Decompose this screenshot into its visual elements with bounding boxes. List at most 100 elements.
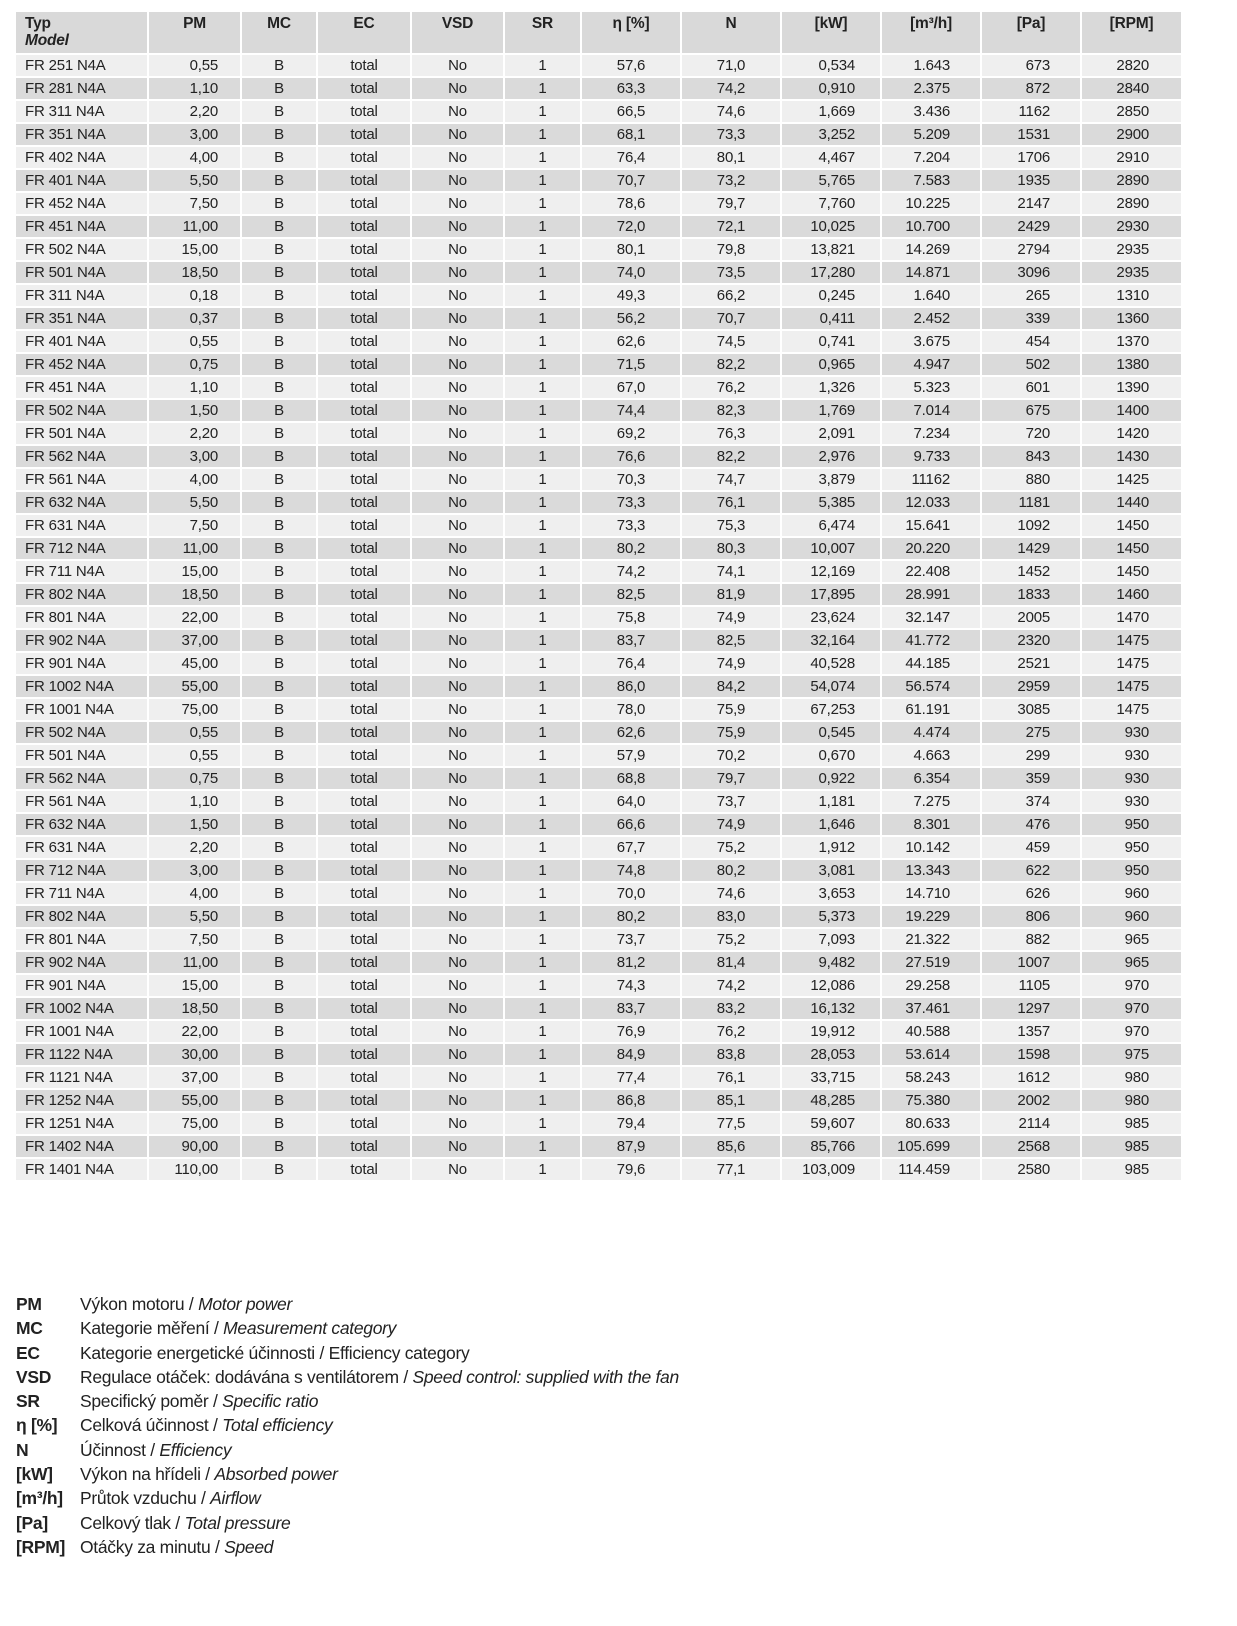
legend-item: [m³/h] Průtok vzduchu / Airflow — [16, 1486, 679, 1510]
table-cell: 1 — [505, 883, 580, 904]
table-cell: 930 — [1082, 745, 1181, 766]
table-cell: 48,285 — [782, 1090, 880, 1111]
table-cell: total — [318, 331, 410, 352]
table-cell: 6,474 — [782, 515, 880, 536]
table-cell: FR 801 N4A — [16, 607, 147, 628]
table-cell: 1357 — [982, 1021, 1080, 1042]
header-mc: MC — [242, 12, 316, 53]
table-cell: 339 — [982, 308, 1080, 329]
table-cell: 40,528 — [782, 653, 880, 674]
header-kw: [kW] — [782, 12, 880, 53]
table-cell: 73,7 — [682, 791, 780, 812]
table-cell: 10.700 — [882, 216, 980, 237]
table-cell: B — [242, 78, 316, 99]
table-cell: 18,50 — [149, 584, 240, 605]
table-cell: total — [318, 837, 410, 858]
table-cell: No — [412, 653, 503, 674]
table-cell: 76,9 — [582, 1021, 680, 1042]
table-cell: 32,164 — [782, 630, 880, 651]
table-cell: 70,7 — [682, 308, 780, 329]
table-cell: B — [242, 1159, 316, 1180]
table-cell: total — [318, 308, 410, 329]
table-cell: No — [412, 906, 503, 927]
table-cell: 14.871 — [882, 262, 980, 283]
table-cell: 3.436 — [882, 101, 980, 122]
table-cell: 74,5 — [682, 331, 780, 352]
table-cell: FR 1401 N4A — [16, 1159, 147, 1180]
table-cell: 2959 — [982, 676, 1080, 697]
table-cell: 1390 — [1082, 377, 1181, 398]
table-cell: 76,2 — [682, 1021, 780, 1042]
table-cell: 75,3 — [682, 515, 780, 536]
header-row: Typ Model PM MC EC VSD SR η [%] N [kW] [m… — [16, 12, 1181, 53]
table-cell: 1 — [505, 722, 580, 743]
table-cell: 10,025 — [782, 216, 880, 237]
table-cell: FR 1121 N4A — [16, 1067, 147, 1088]
table-cell: No — [412, 285, 503, 306]
table-cell: 80,3 — [682, 538, 780, 559]
table-cell: 45,00 — [149, 653, 240, 674]
table-cell: 76,3 — [682, 423, 780, 444]
table-cell: FR 401 N4A — [16, 331, 147, 352]
legend-key: η [%] — [16, 1415, 58, 1436]
table-cell: 1 — [505, 768, 580, 789]
legend-desc-cz: Kategorie energetické účinnosti / — [80, 1342, 329, 1363]
table-cell: 62,6 — [582, 331, 680, 352]
header-model-en: Model — [25, 32, 69, 49]
table-cell: 2,976 — [782, 446, 880, 467]
table-cell: FR 1002 N4A — [16, 998, 147, 1019]
table-cell: 2900 — [1082, 124, 1181, 145]
table-cell: 17,280 — [782, 262, 880, 283]
table-cell: 1 — [505, 791, 580, 812]
table-cell: total — [318, 906, 410, 927]
table-cell: 950 — [1082, 814, 1181, 835]
table-cell: 71,0 — [682, 55, 780, 76]
table-cell: 970 — [1082, 998, 1181, 1019]
table-cell: total — [318, 423, 410, 444]
table-cell: 78,0 — [582, 699, 680, 720]
table-cell: 1 — [505, 147, 580, 168]
table-cell: 75,9 — [682, 722, 780, 743]
table-cell: No — [412, 676, 503, 697]
table-cell: No — [412, 699, 503, 720]
table-cell: B — [242, 883, 316, 904]
table-cell: B — [242, 538, 316, 559]
table-cell: total — [318, 285, 410, 306]
table-cell: 15,00 — [149, 239, 240, 260]
table-cell: 1 — [505, 193, 580, 214]
table-cell: B — [242, 1113, 316, 1134]
table-cell: 2.452 — [882, 308, 980, 329]
table-cell: 74,8 — [582, 860, 680, 881]
table-cell: FR 281 N4A — [16, 78, 147, 99]
table-cell: 1105 — [982, 975, 1080, 996]
table-cell: FR 452 N4A — [16, 193, 147, 214]
legend-desc-en: Speed control: supplied with the fan — [412, 1366, 679, 1387]
table-cell: 2935 — [1082, 262, 1181, 283]
table-cell: No — [412, 1021, 503, 1042]
table-cell: 2521 — [982, 653, 1080, 674]
table-cell: 29.258 — [882, 975, 980, 996]
table-cell: 2005 — [982, 607, 1080, 628]
table-cell: 2320 — [982, 630, 1080, 651]
table-cell: 75,9 — [682, 699, 780, 720]
table-cell: 12,086 — [782, 975, 880, 996]
table-cell: 7,50 — [149, 515, 240, 536]
table-cell: total — [318, 216, 410, 237]
table-cell: B — [242, 354, 316, 375]
table-cell: 2568 — [982, 1136, 1080, 1157]
table-cell: 85,766 — [782, 1136, 880, 1157]
table-cell: 1,326 — [782, 377, 880, 398]
header-eta: η [%] — [582, 12, 680, 53]
table-cell: No — [412, 630, 503, 651]
table-cell: 985 — [1082, 1136, 1181, 1157]
table-cell: No — [412, 78, 503, 99]
table-cell: B — [242, 630, 316, 651]
